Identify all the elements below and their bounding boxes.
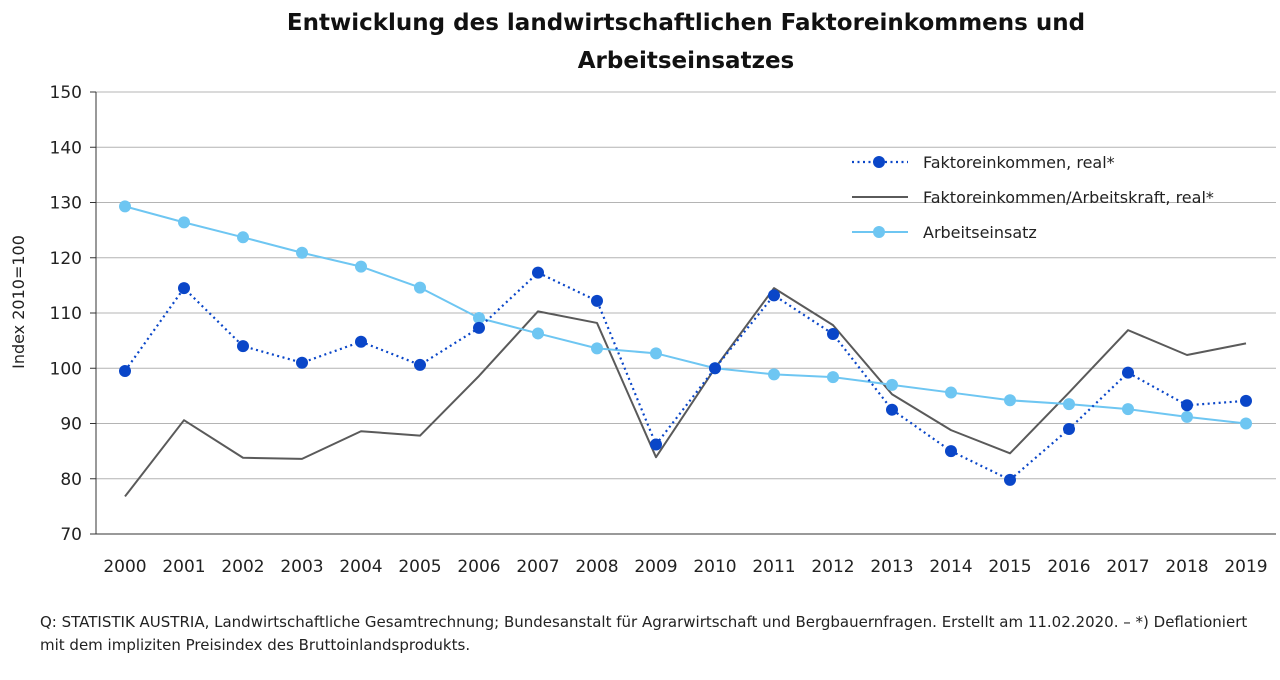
data-point-2-2012 <box>827 371 839 384</box>
legend-label-1: Faktoreinkommen/Arbeitskraft, real* <box>923 188 1214 207</box>
x-tick-label-2004: 2004 <box>339 557 382 577</box>
y-tick-labels: 70 80 90 100 110 120 130 140 150 <box>50 83 82 545</box>
data-point-2-2005 <box>414 281 426 294</box>
y-tick-label-70: 70 <box>60 525 82 545</box>
data-point-0-2003 <box>296 356 308 369</box>
data-point-0-2016 <box>1063 423 1075 436</box>
x-tick-label-2007: 2007 <box>516 557 559 577</box>
legend-label-2: Arbeitseinsatz <box>923 223 1037 242</box>
data-point-0-2008 <box>591 294 603 307</box>
x-tick-label-2014: 2014 <box>929 557 972 577</box>
chart-title-line-2: Arbeitseinsatzes <box>578 48 795 74</box>
data-point-0-2015 <box>1004 473 1016 486</box>
x-tick-label-2002: 2002 <box>221 557 264 577</box>
data-point-2-2009 <box>650 347 662 360</box>
y-tick-label-150: 150 <box>50 83 82 103</box>
x-tick-label-2001: 2001 <box>162 557 205 577</box>
data-point-0-2002 <box>237 340 249 353</box>
data-point-2-2014 <box>945 386 957 399</box>
data-point-0-2000 <box>119 365 131 378</box>
data-point-2-2011 <box>768 368 780 381</box>
x-tick-label-2009: 2009 <box>634 557 677 577</box>
data-point-0-2004 <box>355 335 367 348</box>
data-point-2-2017 <box>1122 403 1134 416</box>
y-tick-label-80: 80 <box>60 470 82 490</box>
data-point-2-2015 <box>1004 394 1016 407</box>
x-tick-label-2017: 2017 <box>1106 557 1149 577</box>
x-tick-label-2008: 2008 <box>575 557 618 577</box>
x-tick-label-2011: 2011 <box>752 557 795 577</box>
data-point-2-2008 <box>591 342 603 355</box>
gridlines <box>96 91 1276 480</box>
legend-label-0: Faktoreinkommen, real* <box>923 153 1115 172</box>
data-point-0-2007 <box>532 266 544 279</box>
data-point-0-2017 <box>1122 366 1134 379</box>
x-tick-label-2012: 2012 <box>811 557 854 577</box>
series-line-2 <box>124 205 1247 425</box>
series-layer <box>119 200 1252 498</box>
y-tick-label-100: 100 <box>50 359 82 379</box>
data-point-0-2009 <box>650 438 662 451</box>
data-point-2-2004 <box>355 260 367 273</box>
y-tick-label-130: 130 <box>50 194 82 214</box>
data-point-2-2003 <box>296 246 308 259</box>
series-line-0 <box>124 271 1247 481</box>
legend: Faktoreinkommen, real* Faktoreinkommen/Ar… <box>852 153 1214 242</box>
data-point-0-2019 <box>1240 394 1252 407</box>
x-tick-label-2019: 2019 <box>1224 557 1267 577</box>
data-point-2-2013 <box>886 378 898 391</box>
axes <box>90 91 1276 535</box>
data-point-2-2019 <box>1240 417 1252 430</box>
legend-marker-2 <box>873 226 885 238</box>
data-point-0-2012 <box>827 327 839 340</box>
x-tick-label-2005: 2005 <box>398 557 441 577</box>
x-tick-label-2010: 2010 <box>693 557 736 577</box>
y-axis-label: Index 2010=100 <box>9 235 28 369</box>
x-tick-label-2003: 2003 <box>280 557 323 577</box>
data-point-2-2018 <box>1181 410 1193 423</box>
x-tick-label-2013: 2013 <box>870 557 913 577</box>
x-tick-label-2000: 2000 <box>103 557 146 577</box>
source-note: Q: STATISTIK AUSTRIA, Landwirtschaftlich… <box>40 613 1248 654</box>
data-point-0-2006 <box>473 321 485 334</box>
data-point-0-2014 <box>945 445 957 458</box>
data-point-0-2018 <box>1181 399 1193 412</box>
legend-marker-0 <box>873 156 885 168</box>
y-tick-label-90: 90 <box>60 415 82 435</box>
data-point-2-2007 <box>532 327 544 340</box>
x-tick-labels: 2000 2001 2002 2003 2004 2005 2006 2007 2008 2009… <box>103 557 1267 577</box>
data-point-0-2013 <box>886 403 898 416</box>
series-line-1 <box>124 287 1247 498</box>
x-tick-label-2006: 2006 <box>457 557 500 577</box>
data-point-0-2010 <box>709 362 721 375</box>
data-point-2-2001 <box>178 216 190 229</box>
data-point-0-2011 <box>768 289 780 302</box>
x-tick-label-2016: 2016 <box>1047 557 1090 577</box>
y-tick-label-120: 120 <box>50 249 82 269</box>
y-tick-label-140: 140 <box>50 138 82 158</box>
data-point-2-2016 <box>1063 398 1075 411</box>
data-point-0-2005 <box>414 358 426 371</box>
data-point-2-2002 <box>237 231 249 244</box>
chart-title-line-1: Entwicklung des landwirtschaftlichen Fak… <box>287 10 1085 36</box>
y-tick-label-110: 110 <box>50 304 82 324</box>
x-tick-label-2015: 2015 <box>988 557 1031 577</box>
data-point-0-2001 <box>178 282 190 295</box>
data-point-2-2000 <box>119 200 131 213</box>
data-point-2-2006 <box>473 311 485 324</box>
x-tick-label-2018: 2018 <box>1165 557 1208 577</box>
